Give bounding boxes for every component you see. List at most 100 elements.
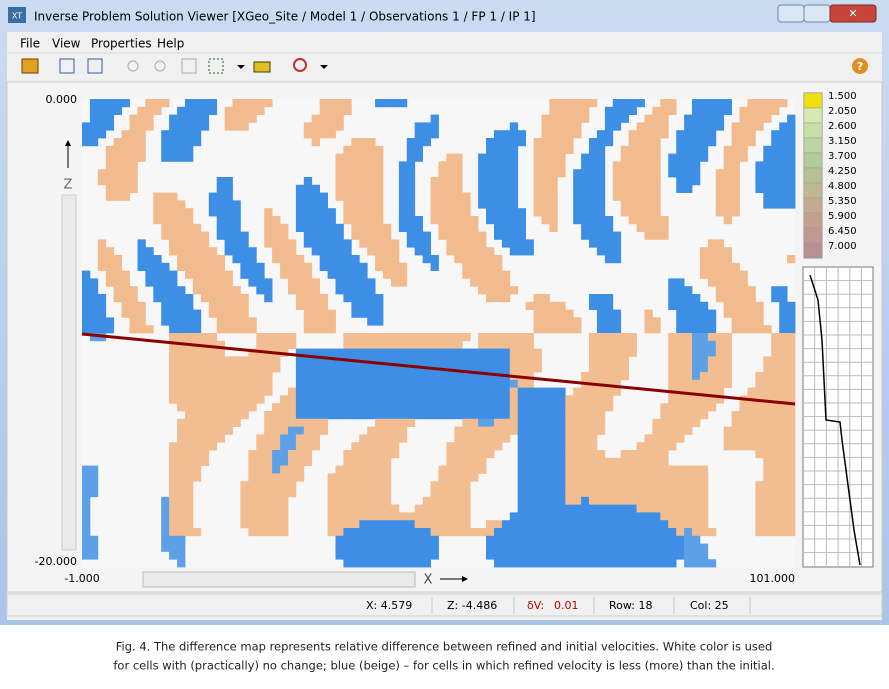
map-cell (351, 138, 360, 147)
zoom-in-button[interactable] (127, 60, 139, 72)
menu-item[interactable]: File (20, 37, 40, 51)
map-cell (343, 208, 352, 217)
map-cell (391, 255, 400, 264)
map-cell (462, 247, 471, 256)
z-scrollbar[interactable] (61, 194, 77, 551)
map-cell (699, 138, 709, 147)
map-cell (596, 317, 606, 326)
map-cell (398, 278, 408, 287)
map-cell (668, 294, 677, 303)
map-cell (359, 262, 368, 271)
map-cell (652, 325, 661, 334)
map-cell (232, 356, 241, 365)
map-cell (248, 262, 257, 271)
map-cell (391, 450, 400, 459)
grid-button[interactable] (208, 58, 224, 74)
map-cell (731, 301, 740, 310)
map-cell (216, 208, 225, 217)
map-cell (438, 356, 447, 365)
map-cell (612, 387, 622, 396)
map-cell (509, 333, 519, 342)
map-cell (494, 184, 503, 193)
map-cell (644, 130, 653, 139)
map-cell (161, 200, 170, 209)
dropdown-arrow[interactable] (237, 65, 245, 69)
map-cell (121, 192, 130, 201)
map-cell (169, 192, 178, 201)
map-cell (359, 169, 368, 178)
map-cell (612, 356, 622, 365)
map-cell (240, 231, 249, 240)
map-cell (351, 457, 360, 466)
map-cell (644, 465, 653, 474)
map-cell (272, 489, 281, 498)
legend-label: 2.600 (828, 121, 857, 132)
dropdown-arrow[interactable] (320, 65, 328, 69)
open-button[interactable] (21, 58, 39, 74)
map-cell (517, 231, 526, 240)
map-cell (137, 145, 146, 154)
tool-button[interactable] (59, 58, 75, 74)
map-cell (383, 543, 392, 552)
map-cell (406, 543, 416, 552)
map-cell (739, 325, 748, 334)
map-cell (343, 379, 352, 388)
map-cell (755, 106, 764, 115)
close-button[interactable] (829, 4, 877, 23)
map-cell (707, 387, 717, 396)
map-cell (311, 379, 320, 388)
map-cell (185, 473, 194, 482)
map-cell (351, 301, 360, 310)
map-cell (89, 130, 99, 139)
map-cell (200, 379, 210, 388)
menu-item[interactable]: Properties (91, 37, 152, 51)
menu-item[interactable]: View (52, 37, 81, 51)
map-cell (351, 551, 360, 560)
zoom-out-button[interactable] (154, 60, 166, 72)
x-scrollbar[interactable] (142, 571, 416, 588)
map-cell (573, 481, 582, 490)
map-cell (248, 395, 257, 404)
map-cell (470, 457, 479, 466)
map-cell (177, 395, 186, 404)
map-cell (723, 145, 732, 154)
zoom-fit-button[interactable] (181, 58, 197, 74)
map-cell (628, 496, 637, 505)
map-cell (676, 372, 685, 381)
map-cell (335, 114, 344, 123)
help-button[interactable] (852, 58, 868, 74)
map-cell (192, 403, 202, 412)
map-cell (303, 270, 313, 279)
map-cell (177, 114, 186, 123)
map-cell (581, 426, 590, 435)
menu-item[interactable]: Help (157, 37, 184, 51)
map-cell (200, 450, 210, 459)
map-cell (652, 192, 661, 201)
map-cell (208, 192, 218, 201)
map-cell (311, 138, 320, 147)
map-cell (240, 325, 249, 334)
map-cell (596, 247, 606, 256)
map-cell (723, 99, 732, 108)
map-cell (787, 184, 796, 193)
map-cell (636, 223, 645, 232)
tool-button[interactable] (253, 61, 271, 73)
tool-button[interactable] (87, 58, 103, 74)
map-cell (581, 153, 590, 162)
maximize-button[interactable] (803, 4, 831, 23)
map-cell (596, 184, 606, 193)
map-cell (779, 504, 788, 513)
map-cell (224, 223, 233, 232)
map-cell (414, 543, 423, 552)
map-cell (161, 512, 170, 521)
map-cell (406, 356, 416, 365)
map-cell (208, 411, 218, 420)
map-cell (462, 395, 471, 404)
map-cell (359, 395, 368, 404)
map-cell (430, 130, 439, 139)
map-cell (351, 520, 360, 529)
map-cell (272, 450, 281, 459)
map-cell (731, 286, 740, 295)
minimize-button[interactable] (777, 4, 805, 23)
find-button[interactable] (293, 58, 307, 72)
